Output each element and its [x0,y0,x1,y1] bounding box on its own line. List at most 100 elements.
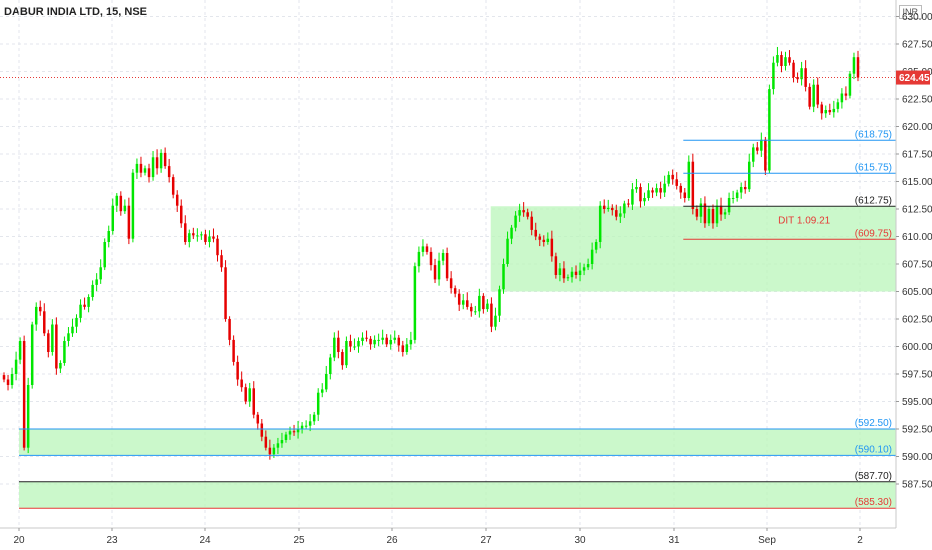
candle-body [300,425,304,429]
candle [83,297,86,310]
candle [51,319,54,356]
candle-body [208,236,211,242]
candle [453,285,457,298]
candle-body [389,339,392,345]
candle-body [832,108,836,113]
candle-body [470,306,473,312]
candle-body [401,345,405,352]
candle [836,98,840,113]
candle [264,430,268,451]
candle-body [14,359,18,374]
candle-body [727,198,731,213]
candle-body [131,172,135,239]
level-label: (618.75) [855,129,892,140]
candle-body [445,253,449,279]
chart-title: DABUR INDIA LTD, 15, NSE [4,6,148,18]
currency-badge[interactable]: INR [898,5,922,19]
candle [79,299,82,323]
candle-body [127,205,131,239]
candle [760,132,763,157]
candle [804,60,807,92]
candle [812,79,815,113]
candle-body [135,163,139,173]
candle-body [659,188,662,193]
candle-body [711,209,715,224]
candle-body [534,229,537,237]
candle-body [75,317,78,327]
level-label: (585.30) [855,497,892,508]
candle-body [631,189,634,205]
candle-body [212,236,215,239]
candle [848,70,852,99]
candle [268,439,272,460]
candle [337,330,340,359]
annotations: DIT 1.09.21 [778,215,831,226]
candle [506,231,509,267]
candle [671,169,674,185]
x-tick-label: 25 [293,535,305,546]
candle-body [639,187,642,202]
candle-body [26,385,30,448]
candle [619,206,622,223]
candle-body [425,246,429,252]
candle-body [333,337,336,358]
candle-body [385,337,388,345]
candle-body [167,166,171,178]
candle-body [723,212,727,215]
candle [639,183,642,208]
candle [578,262,582,282]
candle-body [312,414,316,422]
candle-body [337,337,340,352]
candle-body [554,256,558,275]
x-tick-label: 27 [480,535,492,546]
candle [312,411,316,425]
candle-body [397,337,401,346]
candle [719,197,723,221]
candle [329,353,332,380]
candle [300,422,304,434]
candle [151,151,155,181]
candle-body [421,246,425,252]
candle [498,285,501,322]
candle [631,182,634,210]
candle [232,335,235,366]
candle-body [272,447,276,455]
candle-body [163,152,167,167]
candle-body [276,443,280,448]
candle [167,158,171,183]
level-label: (612.75) [855,195,892,206]
candle [397,334,401,352]
candle-body [828,110,832,113]
candle [615,204,618,221]
candle [59,360,62,374]
candle-body [812,84,815,107]
x-axis: 20 23 24 25 26 27 30 31 Sep 2 [0,527,896,546]
candle [764,136,767,176]
candle [699,198,703,223]
candle [6,374,10,391]
candle-body [486,303,489,310]
candle-body [441,253,445,261]
candle [240,371,243,392]
candle [184,215,187,245]
candle [482,293,485,314]
candle [711,204,715,229]
candle-body [667,174,670,184]
candle [723,208,727,220]
candle [731,190,735,204]
candle [727,192,731,216]
candle [256,411,260,430]
candle-body [502,264,505,290]
candle-body [675,179,678,186]
candle-body [611,207,614,211]
candle-body [671,174,674,180]
candle-body [824,110,828,114]
candle-body [256,414,260,424]
y-tick-label: 610.00 [902,232,932,243]
candle-body [59,363,62,369]
candle [55,317,58,375]
candle-body [369,338,372,345]
candle [276,437,280,454]
candle [18,337,22,365]
